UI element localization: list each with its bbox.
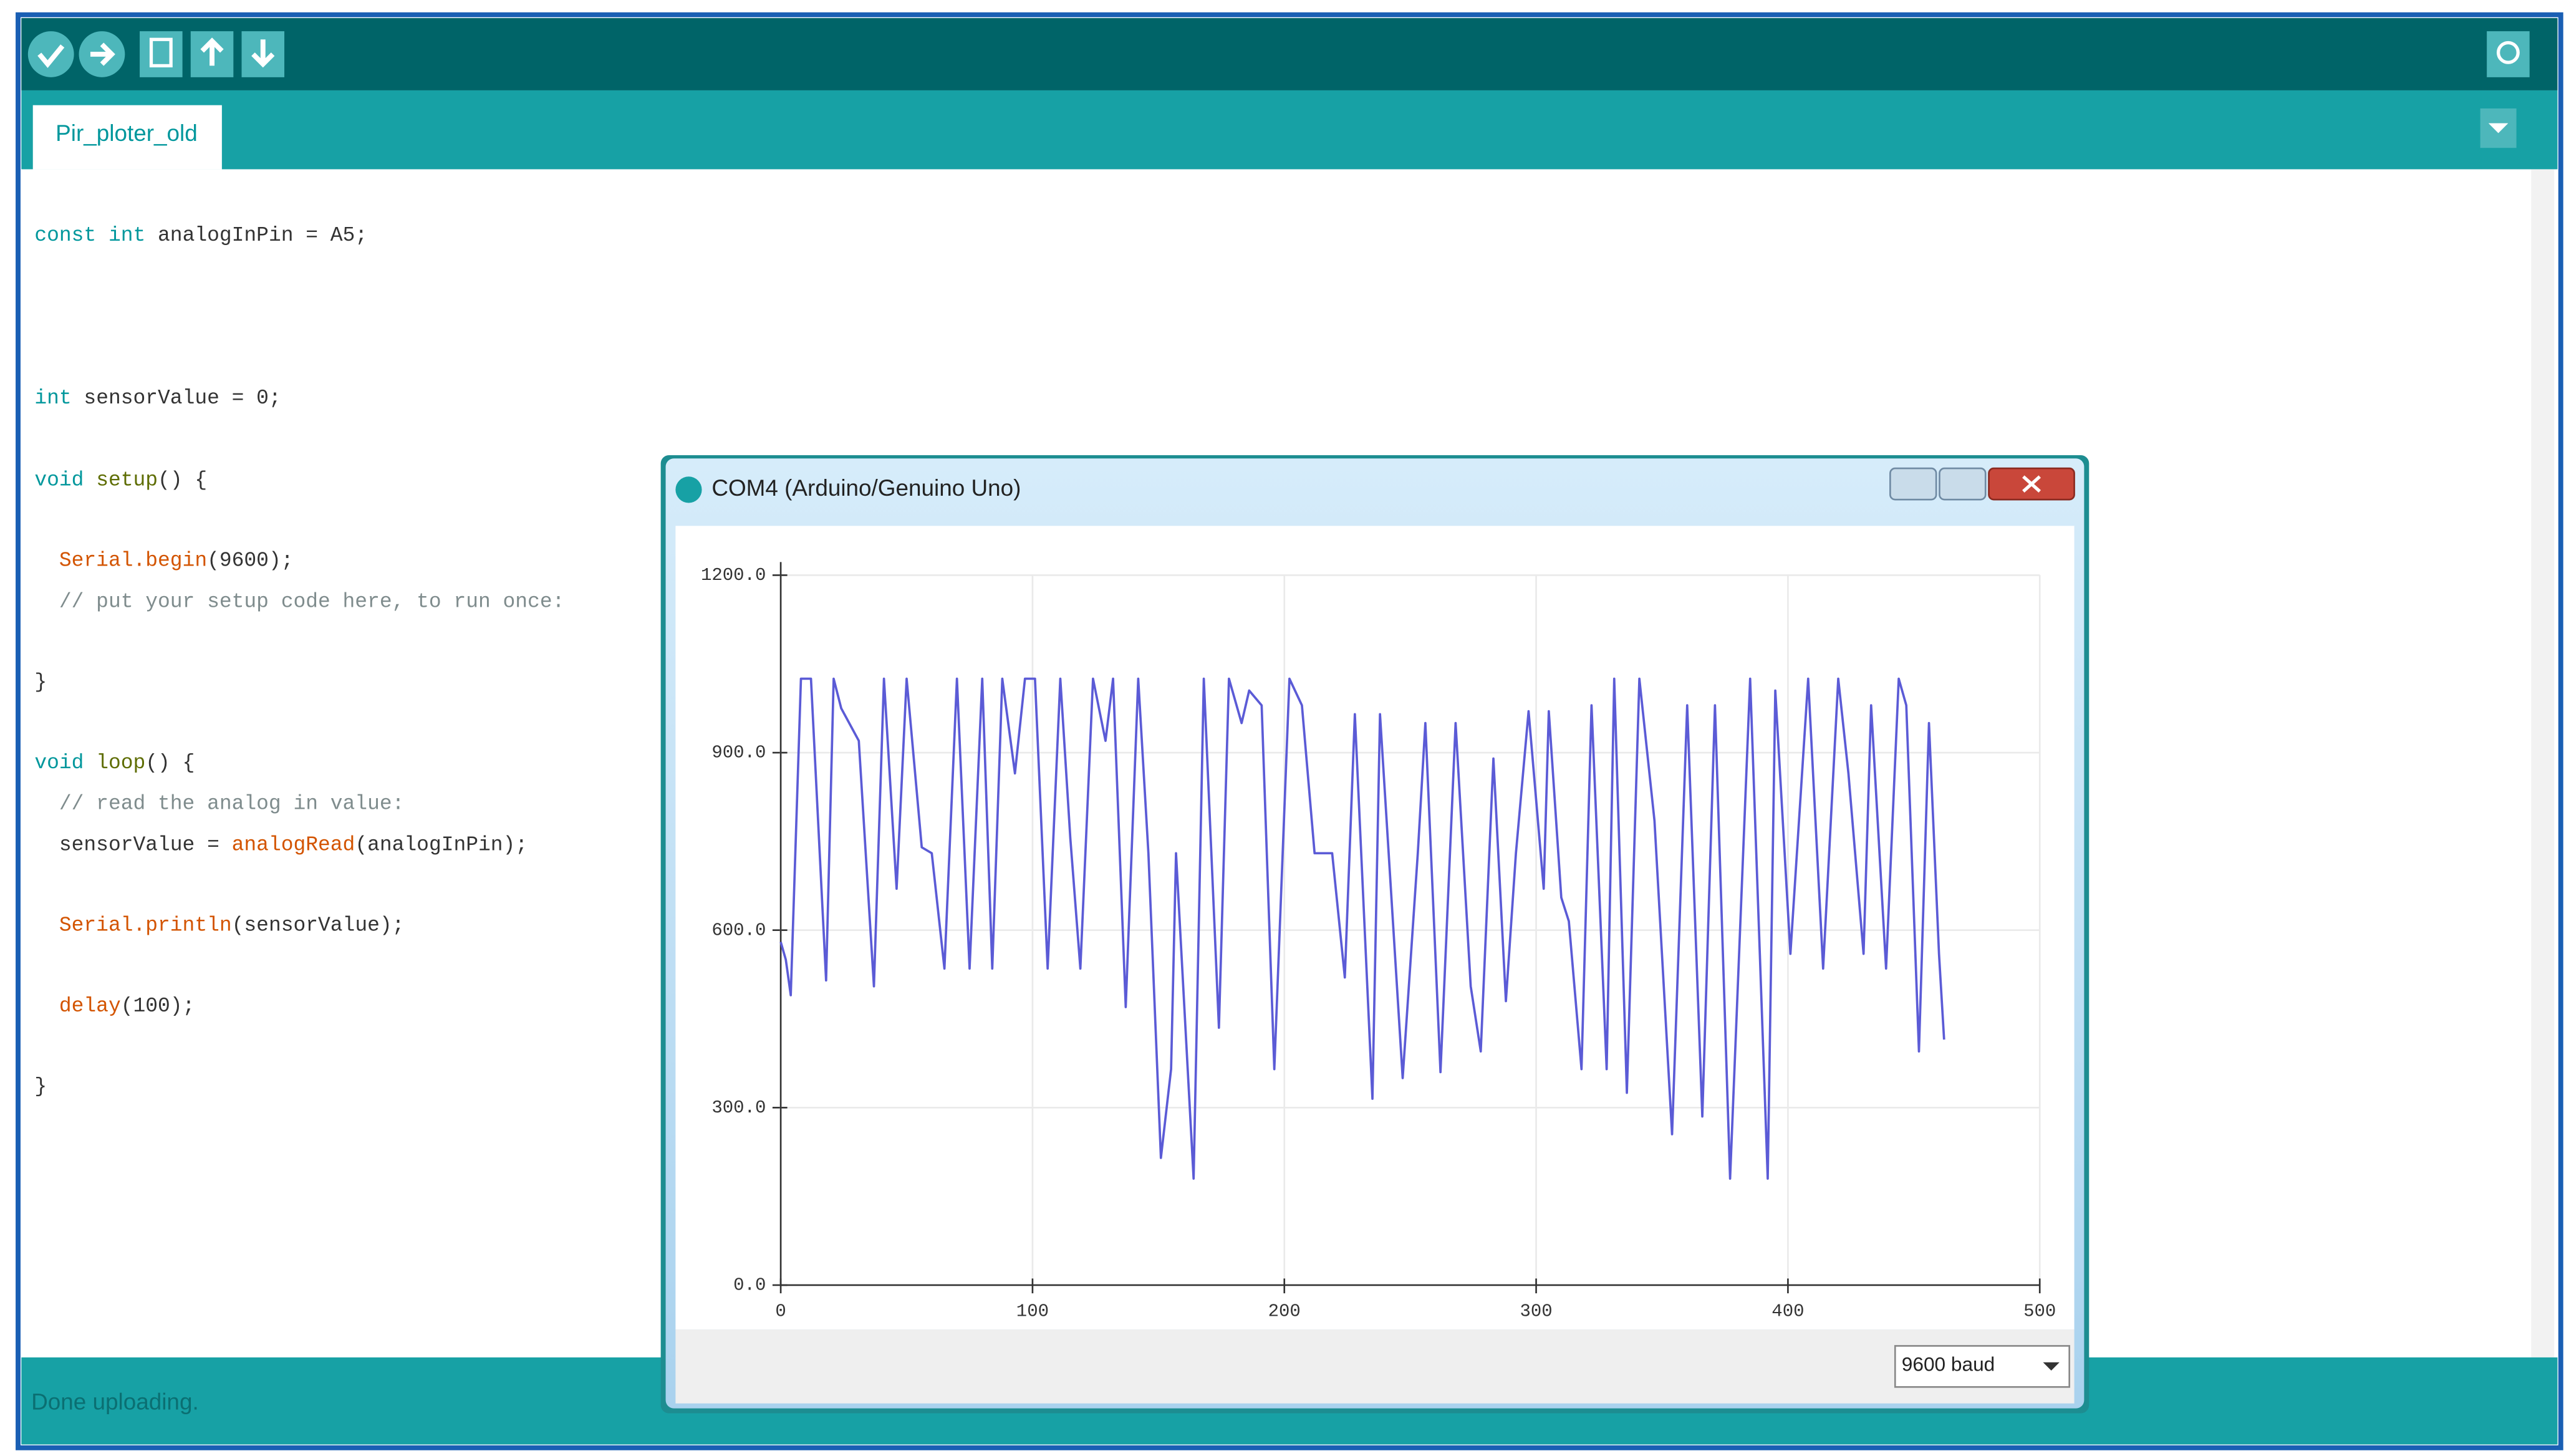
verify-button[interactable]	[27, 31, 74, 77]
chart: 0.0 300.0 600.0 900.0 1200.0 0 100 200 300 400 500	[701, 562, 2056, 1322]
code-line: void loop() {	[34, 751, 195, 774]
y-tick-label: 1200.0	[701, 565, 766, 586]
code-line: const int analogInPin = A5;	[34, 224, 367, 247]
y-tick-label: 900.0	[711, 743, 766, 763]
tab-label: Pir_ploter_old	[55, 120, 198, 146]
code-line: }	[34, 1075, 47, 1098]
serial-plotter-window: COM4 (Arduino/Genuino Uno) 9600 baud 0.0…	[660, 455, 2089, 1414]
tab-bar	[21, 90, 2558, 170]
serial-monitor-button[interactable]	[2487, 31, 2530, 77]
code-line: Serial.println(sensorValue);	[34, 914, 404, 937]
code-token: analogRead	[232, 833, 355, 856]
code-token: }	[34, 1075, 47, 1098]
code-token: const int	[34, 224, 145, 247]
save-button[interactable]	[241, 31, 285, 77]
code-token: analogInPin = A5;	[145, 224, 367, 247]
code-token: // read the analog in value:	[34, 792, 404, 815]
status-text: Done uploading.	[31, 1389, 199, 1414]
code-token: () {	[145, 751, 195, 774]
tab-menu-button[interactable]	[2480, 108, 2517, 148]
x-tick-label: 400	[1771, 1301, 1804, 1322]
x-tick-label: 200	[1268, 1301, 1301, 1322]
code-token: sensorValue =	[34, 833, 231, 856]
code-line: sensorValue = analogRead(analogInPin);	[34, 833, 528, 856]
new-button[interactable]	[140, 31, 183, 77]
code-token: (9600);	[207, 549, 293, 572]
maximize-button[interactable]	[1939, 467, 1987, 501]
close-icon	[2022, 475, 2041, 493]
window-icon	[675, 476, 702, 503]
plot-footer	[675, 1329, 2075, 1404]
code-token: loop	[84, 751, 145, 774]
code-line: void setup() {	[34, 468, 207, 491]
code-token: // put your setup code here, to run once…	[34, 590, 564, 613]
data-line	[779, 677, 1945, 1180]
scrollbar	[2531, 169, 2555, 1357]
baud-label: 9600 baud	[1902, 1352, 1995, 1375]
code-line: // put your setup code here, to run once…	[34, 590, 564, 613]
code-token: (sensorValue);	[232, 914, 405, 937]
code-token: (analogInPin);	[355, 833, 528, 856]
code-token: void	[34, 468, 84, 491]
code-token: Serial.println	[34, 914, 231, 937]
y-tick-label: 600.0	[711, 920, 766, 940]
code-line: }	[34, 670, 47, 693]
frame	[16, 12, 2563, 1450]
toolbar	[21, 17, 2558, 90]
code-token: int	[34, 386, 71, 409]
code-line: // read the analog in value:	[34, 792, 404, 815]
y-tick-label: 300.0	[711, 1097, 766, 1118]
x-tick-label: 500	[2023, 1301, 2056, 1322]
code-line: int sensorValue = 0;	[34, 386, 281, 409]
code-token: Serial.begin	[34, 549, 207, 572]
x-tick-label: 0	[775, 1301, 786, 1322]
code-token: () {	[158, 468, 207, 491]
code-editor: const int analogInPin = A5; int sensorVal…	[34, 224, 564, 1098]
code-token: void	[34, 751, 84, 774]
code-token: delay	[34, 995, 120, 1018]
upload-button[interactable]	[79, 31, 125, 77]
x-tick-label: 100	[1016, 1301, 1049, 1322]
open-button[interactable]	[190, 31, 234, 77]
code-token: (100);	[121, 995, 195, 1018]
y-tick-label: 0.0	[733, 1275, 766, 1296]
baud-dropdown[interactable]	[1894, 1345, 2070, 1388]
minimize-button[interactable]	[1889, 467, 1937, 501]
code-line: Serial.begin(9600);	[34, 549, 293, 572]
code-token: setup	[84, 468, 158, 491]
code-line: delay(100);	[34, 995, 195, 1018]
window-title: COM4 (Arduino/Genuino Uno)	[711, 475, 1021, 501]
dropdown-arrow	[2043, 1362, 2060, 1371]
tab[interactable]	[32, 105, 222, 170]
code-token: sensorValue = 0;	[72, 386, 281, 409]
x-tick-label: 300	[1520, 1301, 1552, 1322]
code-token: }	[34, 670, 47, 693]
